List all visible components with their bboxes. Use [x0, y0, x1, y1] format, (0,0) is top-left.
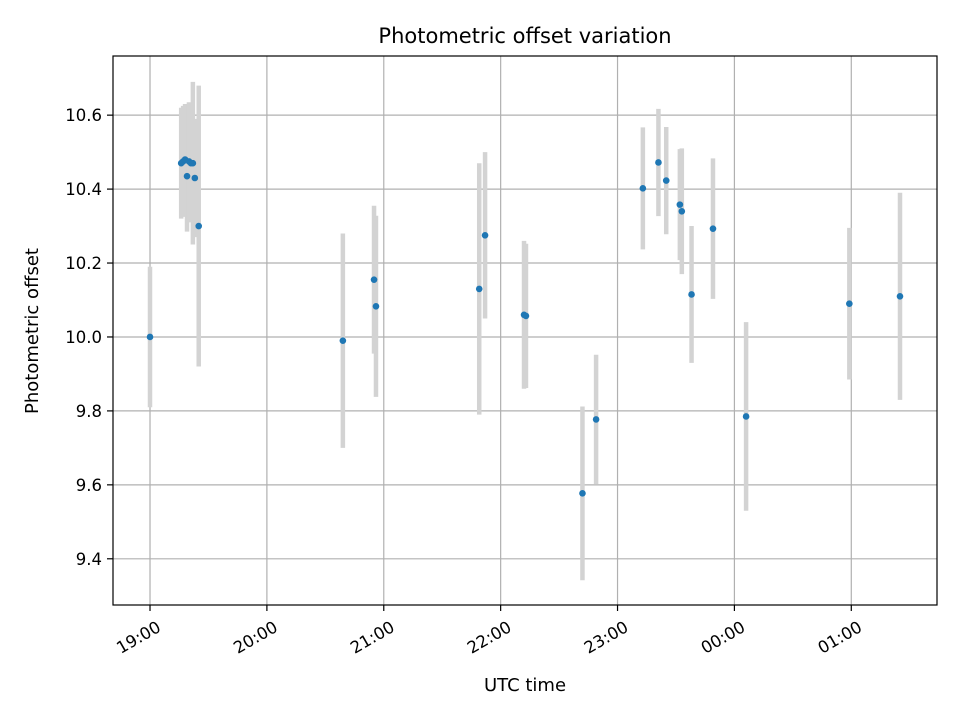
data-point	[655, 159, 662, 166]
data-point	[742, 413, 750, 420]
chart-title: Photometric offset variation	[378, 24, 671, 48]
data-point	[678, 207, 686, 215]
y-tick-label: 9.4	[76, 550, 102, 569]
data-point	[676, 201, 684, 208]
y-tick-label: 9.8	[76, 402, 102, 421]
data-point	[592, 416, 600, 423]
data-point	[475, 285, 483, 293]
y-tick-label: 10.6	[65, 106, 102, 125]
data-point	[195, 222, 203, 230]
data-point	[146, 333, 154, 341]
data-point	[339, 337, 347, 344]
plot-frame	[112, 55, 938, 606]
data-point	[183, 172, 191, 180]
y-axis-ticks: 9.4 9.6 9.8 10.0 10.2 10.4 10.6	[65, 106, 113, 569]
y-tick-label: 10.2	[65, 254, 102, 273]
data-point	[191, 174, 199, 182]
x-axis-label: UTC time	[484, 675, 566, 696]
data-point	[662, 177, 670, 184]
data-point	[372, 302, 380, 310]
data-point	[688, 291, 695, 298]
data-point	[579, 490, 586, 497]
data-point	[896, 293, 904, 300]
data-points	[146, 156, 904, 497]
data-point	[189, 159, 197, 167]
y-axis-label: Photometric offset	[22, 248, 43, 414]
data-point	[709, 225, 717, 232]
data-point	[639, 185, 647, 192]
data-point	[846, 300, 853, 307]
y-tick-label: 9.6	[76, 476, 102, 495]
data-point	[481, 232, 489, 239]
y-tick-label: 10.0	[65, 328, 102, 347]
y-tick-label: 10.4	[65, 180, 102, 199]
data-point	[370, 276, 378, 283]
data-point	[522, 312, 530, 320]
